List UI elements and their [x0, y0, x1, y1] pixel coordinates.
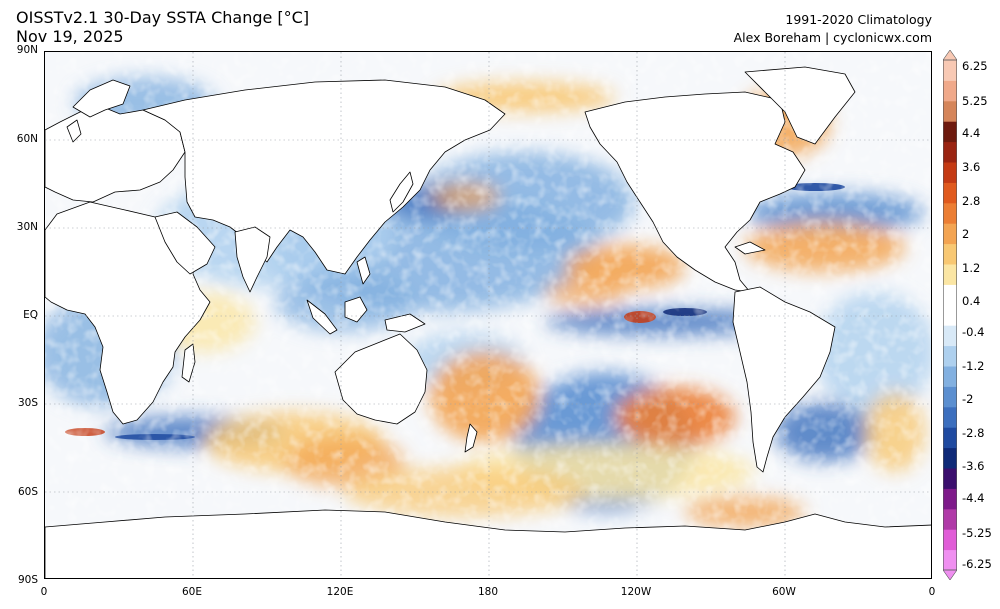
lat-label-60s: 60S [17, 486, 38, 498]
colorbar-label-neg-2-8: -2.8 [962, 426, 985, 440]
colorbar-bottom-arrow [943, 569, 957, 580]
lat-label-90s: 90S [17, 574, 38, 586]
colorbar-swatch [943, 100, 957, 122]
lon-label-0-west: 0 [40, 586, 48, 598]
colorbar-swatch [943, 80, 957, 102]
colorbar-label-2-8: 2.8 [962, 194, 981, 208]
caribbean [734, 241, 766, 255]
colorbar-swatch [943, 488, 957, 510]
map-date: Nov 19, 2025 [16, 27, 124, 46]
new-zealand [464, 423, 478, 453]
colorbar-label-0-4: 0.4 [962, 294, 981, 308]
arabia [154, 211, 216, 275]
colorbar-label-5-25: 5.25 [962, 94, 988, 108]
india [234, 226, 271, 293]
colorbar-label-neg-4-4: -4.4 [962, 491, 985, 505]
madagascar [181, 343, 196, 383]
australia [334, 333, 428, 425]
map-title: OISSTv2.1 30-Day SSTA Change [°C] [16, 8, 310, 27]
asia [142, 79, 506, 275]
colorbar-swatch [943, 243, 957, 265]
colorbar-swatch [943, 468, 957, 489]
colorbar-swatch [943, 141, 957, 163]
lon-label-60e: 60E [182, 586, 202, 598]
japan [389, 171, 414, 213]
colorbar-swatch [943, 60, 957, 81]
colorbar-swatch [943, 182, 957, 204]
continents [45, 66, 931, 578]
scandinavia [72, 79, 131, 118]
colorbar-swatch [943, 264, 957, 285]
colorbar-label-neg-2: -2 [962, 392, 974, 406]
lon-label-60w: 60W [772, 586, 796, 598]
colorbar-swatch [943, 345, 957, 367]
uk [66, 119, 82, 143]
colorbar-label-neg-5-25: -5.25 [962, 526, 992, 540]
colorbar-swatch [943, 325, 957, 347]
colorbar-swatch [943, 121, 957, 143]
sumatra [306, 299, 338, 335]
lat-label-30s: 30S [17, 397, 38, 409]
colorbar-label-neg-1-2: -1.2 [962, 359, 985, 373]
colorbar-swatch [943, 508, 957, 530]
lat-label-60n: 60N [16, 133, 38, 145]
south-america [732, 286, 836, 473]
colorbar-label-4-4: 4.4 [962, 126, 981, 140]
lon-label-180: 180 [477, 586, 499, 598]
colorbar-swatch [943, 529, 957, 551]
new-guinea [384, 313, 426, 333]
map-frame [44, 51, 932, 579]
colorbar-label-neg-6-25: -6.25 [962, 557, 992, 571]
colorbar-label-neg-3-6: -3.6 [962, 459, 985, 473]
colorbar-swatch [943, 427, 957, 449]
colorbar-swatch [943, 162, 957, 183]
lat-label-eq: EQ [23, 309, 38, 321]
colorbar-swatch [943, 549, 957, 571]
lat-label-90n: 90N [16, 44, 38, 56]
colorbar-swatch [943, 304, 957, 326]
colorbar-label-3-6: 3.6 [962, 160, 981, 174]
colorbar-label-2: 2 [962, 227, 970, 241]
lon-label-120w: 120W [620, 586, 652, 598]
colorbar-swatch [943, 406, 957, 428]
climatology-label: 1991-2020 Climatology [785, 12, 932, 27]
colorbar-swatch [943, 366, 957, 387]
lon-label-120e: 120E [326, 586, 354, 598]
sst-anomaly-map [45, 52, 931, 578]
author-credit: Alex Boreham | cyclonicwx.com [733, 30, 932, 45]
colorbar-swatch [943, 284, 957, 306]
lon-label-0-east: 0 [928, 586, 936, 598]
colorbar-label-neg-0-4: -0.4 [962, 325, 985, 339]
greenland [744, 66, 856, 145]
colorbar-top-arrow [943, 50, 957, 61]
colorbar [943, 50, 957, 580]
lat-label-30n: 30N [16, 221, 38, 233]
colorbar-label-6-25: 6.25 [962, 59, 988, 73]
colorbar-frame [943, 59, 957, 571]
antarctica [45, 509, 931, 578]
colorbar-swatch [943, 447, 957, 469]
colorbar-label-1-2: 1.2 [962, 261, 981, 275]
colorbar-swatch [943, 223, 957, 245]
philippines [356, 256, 371, 285]
colorbar-swatch [943, 202, 957, 224]
colorbar-swatch [943, 386, 957, 408]
